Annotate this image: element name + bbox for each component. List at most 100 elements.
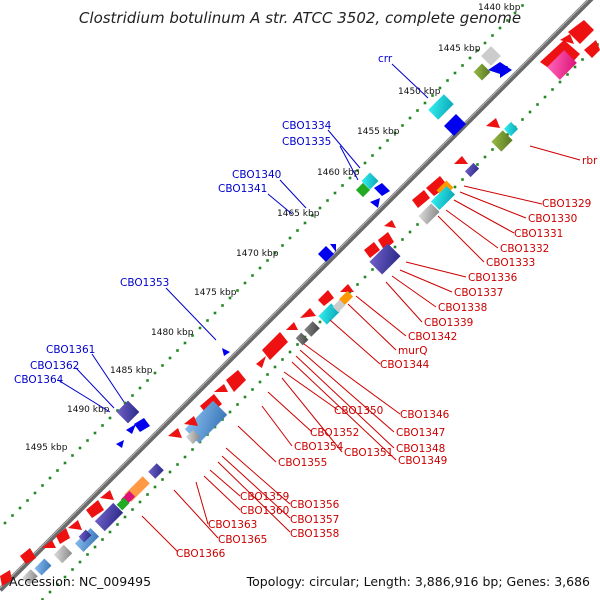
gene-label: CBO1329 bbox=[542, 198, 591, 210]
inner-dot-ring-dot bbox=[63, 575, 67, 579]
outer-dot-ring-dot bbox=[116, 409, 119, 412]
gene-label: CBO1335 bbox=[282, 136, 331, 148]
outer-dot-ring-dot bbox=[146, 379, 149, 382]
gene-arrow bbox=[412, 190, 430, 208]
outer-dot-ring-dot bbox=[183, 341, 187, 345]
inner-dot-ring-dot bbox=[123, 515, 127, 519]
outer-dot-ring-dot bbox=[93, 431, 97, 435]
gene-block bbox=[355, 182, 371, 198]
outer-dot-ring-dot bbox=[318, 206, 322, 210]
inner-dot-ring-dot bbox=[581, 58, 584, 61]
gene-arrow bbox=[300, 308, 316, 318]
inner-dot-ring-dot bbox=[161, 478, 164, 481]
gene-label: CBO1364 bbox=[14, 374, 64, 386]
genome-summary-text: Topology: circular; Length: 3,886,916 bp… bbox=[246, 574, 590, 589]
red-leader-lines bbox=[141, 145, 581, 553]
gene-block bbox=[34, 558, 52, 576]
inner-dot-ring-dot bbox=[491, 148, 494, 151]
inner-dot-ring-dot bbox=[108, 530, 112, 534]
gene-label: CBO1359 bbox=[240, 491, 289, 503]
gene-label: CBO1355 bbox=[278, 457, 327, 469]
outer-dot-ring-dot bbox=[288, 236, 292, 240]
gene-label: CBO1350 bbox=[334, 405, 383, 417]
gene-arrow bbox=[68, 520, 82, 530]
outer-dot-ring-dot bbox=[243, 281, 247, 285]
outer-dot-ring-dot bbox=[176, 349, 179, 352]
outer-dot-ring-dot bbox=[438, 86, 442, 90]
gene-arrow bbox=[0, 570, 12, 586]
tick-label: 1465 kbp bbox=[277, 209, 320, 219]
gene-arrow bbox=[426, 176, 448, 196]
gene-block bbox=[53, 544, 73, 564]
gene-arrow bbox=[256, 356, 266, 368]
gene-block bbox=[428, 94, 454, 120]
gene-arrow bbox=[134, 418, 150, 432]
inner-dot-ring-dot bbox=[48, 590, 52, 594]
inner-dot-ring-dot bbox=[416, 223, 419, 226]
map-title: Clostridium botulinum A str. ATCC 3502, … bbox=[79, 9, 521, 27]
gene-arrow bbox=[384, 220, 396, 228]
outer-dot-ring-dot bbox=[408, 116, 412, 120]
gene-label: CBO1330 bbox=[528, 213, 577, 225]
inner-dot-ring-dot bbox=[371, 268, 374, 271]
outer-dot-ring-dot bbox=[41, 484, 44, 487]
forward-gene-labels: rbr CBO1329 CBO1330 CBO1331 CBO1332 CBO1… bbox=[176, 155, 598, 560]
gene-label: CBO1333 bbox=[486, 257, 535, 269]
gene-label: CBO1351 bbox=[344, 447, 393, 459]
gene-arrow bbox=[56, 528, 70, 544]
gene-arrow bbox=[500, 62, 512, 78]
gene-label: CBO1348 bbox=[396, 443, 445, 455]
gene-label: CBO1353 bbox=[120, 277, 169, 289]
outer-dot-ring-dot bbox=[498, 26, 502, 30]
gene-arrow bbox=[126, 424, 136, 434]
outer-dot-ring-dot bbox=[131, 394, 134, 397]
outer-dot-ring-dot bbox=[3, 521, 7, 525]
gene-arrow bbox=[340, 284, 354, 292]
inner-dot-ring-dot bbox=[153, 485, 157, 489]
tick-label: 1485 kbp bbox=[110, 366, 153, 376]
gene-block bbox=[22, 569, 38, 585]
gene-block bbox=[464, 162, 480, 178]
gene-label: CBO1347 bbox=[396, 427, 445, 439]
outer-dot-ring-dot bbox=[206, 319, 209, 322]
outer-dot-ring-dot bbox=[18, 506, 22, 510]
gene-block bbox=[295, 332, 309, 346]
gene-label: CBO1365 bbox=[218, 534, 267, 546]
gene-block bbox=[473, 63, 491, 81]
tick-label: 1490 kbp bbox=[67, 405, 110, 415]
outer-dot-ring-dot bbox=[251, 274, 254, 277]
outer-dot-ring-dot bbox=[221, 304, 224, 307]
gene-block bbox=[430, 185, 456, 211]
gene-arrow bbox=[568, 20, 594, 44]
gene-arrow bbox=[318, 290, 334, 306]
gene-label: CBO1361 bbox=[46, 344, 95, 356]
gene-label: CBO1334 bbox=[282, 120, 332, 132]
outer-dot-ring-dot bbox=[401, 124, 404, 127]
inner-dot-ring-dot bbox=[543, 95, 547, 99]
inner-dot-ring-dot bbox=[236, 403, 239, 406]
gene-label: CBO1352 bbox=[310, 427, 359, 439]
outer-dot-ring-dot bbox=[266, 259, 269, 262]
outer-dot-ring-dot bbox=[108, 416, 112, 420]
outer-dot-ring-dot bbox=[363, 161, 367, 165]
gene-arrow bbox=[454, 156, 468, 164]
outer-dot-ring-dot bbox=[168, 356, 172, 360]
tick-label: 1450 kbp bbox=[398, 87, 441, 97]
outer-dot-ring-dot bbox=[378, 146, 382, 150]
outer-dot-ring-dot bbox=[386, 139, 389, 142]
gene-label: crr bbox=[378, 53, 393, 65]
gene-block bbox=[481, 46, 501, 66]
inner-dot-ring-dot bbox=[266, 373, 269, 376]
gene-label: CBO1344 bbox=[380, 359, 430, 371]
blue-leader-lines bbox=[57, 63, 429, 413]
gene-arrow bbox=[222, 348, 230, 356]
outer-dot-ring-dot bbox=[303, 221, 307, 225]
outer-dot-ring-dot bbox=[138, 386, 142, 390]
outer-dot-ring-dot bbox=[341, 184, 344, 187]
gene-block bbox=[74, 527, 100, 553]
gene-block bbox=[361, 172, 379, 190]
gene-label: CBO1338 bbox=[438, 302, 487, 314]
gene-arrow bbox=[364, 242, 380, 258]
